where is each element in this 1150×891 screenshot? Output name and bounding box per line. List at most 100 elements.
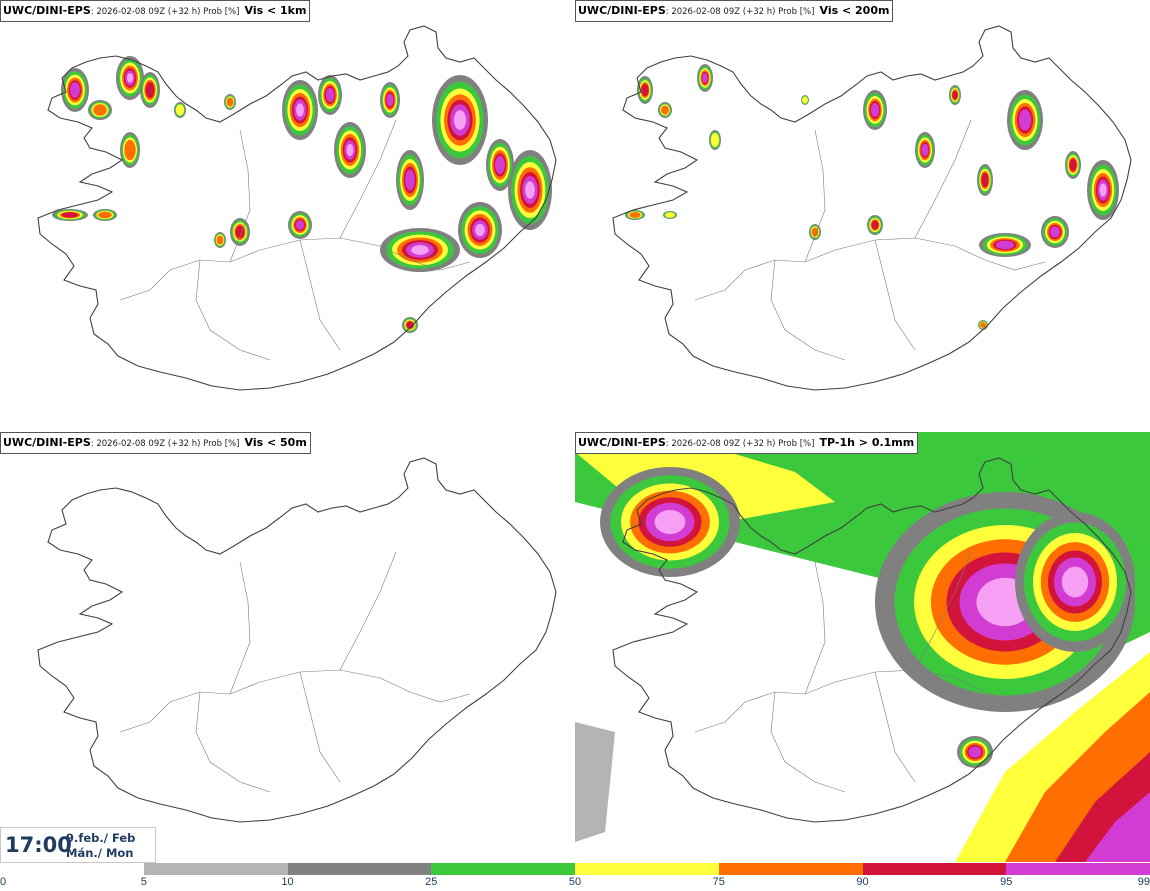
probability-contour	[1061, 566, 1089, 598]
colorbar-segment	[718, 863, 863, 875]
probability-contour	[126, 73, 134, 83]
probability-contour	[495, 155, 505, 175]
model-name: UWC/DINI-EPS	[578, 4, 666, 17]
map-panel-vis-1km: UWC/DINI-EPS: 2026-02-08 09Z (+32 h) Pro…	[0, 0, 575, 430]
variable-name: Vis < 50m	[244, 436, 307, 449]
panel-title: UWC/DINI-EPS: 2026-02-08 09Z (+32 h) Pro…	[0, 432, 311, 454]
iceland-map	[575, 432, 1150, 862]
region-border	[299, 239, 341, 351]
valid-time-box: 17:00 9.feb./ Feb Mán./ Mon	[0, 827, 156, 863]
region-border	[339, 551, 397, 671]
run-info: : 2026-02-08 09Z (+32 h) Prob [%]	[665, 439, 815, 449]
region-border	[954, 245, 1046, 271]
model-name: UWC/DINI-EPS	[3, 436, 91, 449]
colorbar-tick-label: 90	[856, 876, 869, 888]
run-info: : 2026-02-08 09Z (+32 h) Prob [%]	[90, 7, 240, 17]
region-border	[804, 561, 826, 695]
colorbar-tick-label: 50	[568, 876, 582, 888]
panel-title: UWC/DINI-EPS: 2026-02-08 09Z (+32 h) Pro…	[0, 0, 311, 22]
probability-contour	[661, 105, 669, 115]
probability-contour	[811, 227, 819, 237]
region-border	[379, 677, 471, 703]
probability-contour	[1018, 109, 1032, 131]
panel-title: UWC/DINI-EPS: 2026-02-08 09Z (+32 h) Pro…	[575, 0, 894, 22]
region-border	[874, 671, 916, 783]
probability-contour	[981, 172, 989, 188]
panel-title: UWC/DINI-EPS: 2026-02-08 09Z (+32 h) Pro…	[575, 432, 919, 454]
probability-contour	[629, 212, 641, 218]
valid-date-line2: Mán./ Mon	[66, 846, 134, 860]
probability-contour	[870, 103, 880, 117]
probability-contour	[453, 110, 467, 130]
probability-contour	[405, 169, 415, 191]
colorbar-segment	[1006, 863, 1150, 875]
probability-contour	[952, 90, 958, 100]
probability-contour	[665, 212, 675, 218]
probability-contour	[525, 181, 535, 199]
region-border	[229, 561, 251, 695]
model-name: UWC/DINI-EPS	[3, 4, 91, 17]
probability-contour	[710, 133, 720, 147]
region-border	[770, 259, 846, 361]
region-border	[229, 129, 251, 263]
colorbar-segment	[575, 863, 720, 875]
probability-contour	[575, 722, 615, 842]
probability-contour	[475, 223, 485, 237]
colorbar-tick-label: 5	[140, 876, 147, 888]
colorbar-segment	[0, 863, 145, 875]
probability-contour	[1069, 158, 1077, 172]
probability-colorbar: 0 5 10 25 50 75 90 95 99	[0, 863, 1150, 891]
map-panel-vis-200m: UWC/DINI-EPS: 2026-02-08 09Z (+32 h) Pro…	[575, 0, 1150, 430]
region-border	[195, 259, 271, 361]
probability-contour	[654, 509, 686, 535]
probability-contour	[411, 245, 429, 255]
colorbar-segment	[143, 863, 288, 875]
region-border	[299, 671, 341, 783]
variable-name: TP-1h > 0.1mm	[819, 436, 915, 449]
colorbar-segment	[287, 863, 432, 875]
probability-contour	[921, 143, 929, 157]
probability-contour	[235, 225, 245, 239]
colorbar-segment	[862, 863, 1007, 875]
region-border	[954, 677, 1046, 703]
probability-contour	[1050, 226, 1060, 238]
probability-contour	[145, 81, 155, 99]
region-border	[914, 119, 972, 239]
region-border	[770, 691, 846, 793]
probability-contour	[70, 82, 80, 98]
probability-contour	[871, 220, 879, 230]
map-panel-vis-50m: UWC/DINI-EPS: 2026-02-08 09Z (+32 h) Pro…	[0, 432, 575, 862]
colorbar-tick-label: 10	[281, 876, 294, 888]
probability-contour	[295, 220, 305, 230]
probability-contour	[802, 96, 808, 104]
colorbar-tick-label: 0	[0, 876, 7, 888]
colorbar-tick-label: 95	[1000, 876, 1013, 888]
iceland-coastline	[612, 25, 1132, 391]
probability-contour	[641, 83, 649, 97]
region-border	[195, 691, 271, 793]
run-info: : 2026-02-08 09Z (+32 h) Prob [%]	[90, 439, 240, 449]
colorbar-tick-label: 25	[425, 876, 438, 888]
probability-contour	[1085, 792, 1150, 862]
iceland-coastline	[37, 25, 557, 391]
probability-contour	[1099, 183, 1107, 197]
iceland-map	[0, 432, 575, 862]
map-panel-precip: UWC/DINI-EPS: 2026-02-08 09Z (+32 h) Pro…	[575, 432, 1150, 862]
iceland-map	[0, 0, 575, 430]
probability-contour	[980, 322, 986, 328]
probability-contour	[61, 212, 79, 218]
probability-contour	[226, 97, 234, 107]
probability-contour	[968, 746, 982, 758]
probability-contour	[386, 93, 394, 107]
probability-contour	[296, 103, 304, 117]
colorbar-tick-label: 75	[712, 876, 725, 888]
region-border	[804, 129, 826, 263]
region-border	[339, 119, 397, 239]
map-background	[0, 432, 575, 862]
probability-contour	[98, 211, 112, 219]
map-background	[575, 0, 1150, 430]
region-border	[874, 239, 916, 351]
variable-name: Vis < 1km	[244, 4, 307, 17]
variable-name: Vis < 200m	[819, 4, 890, 17]
probability-contour	[216, 235, 224, 245]
